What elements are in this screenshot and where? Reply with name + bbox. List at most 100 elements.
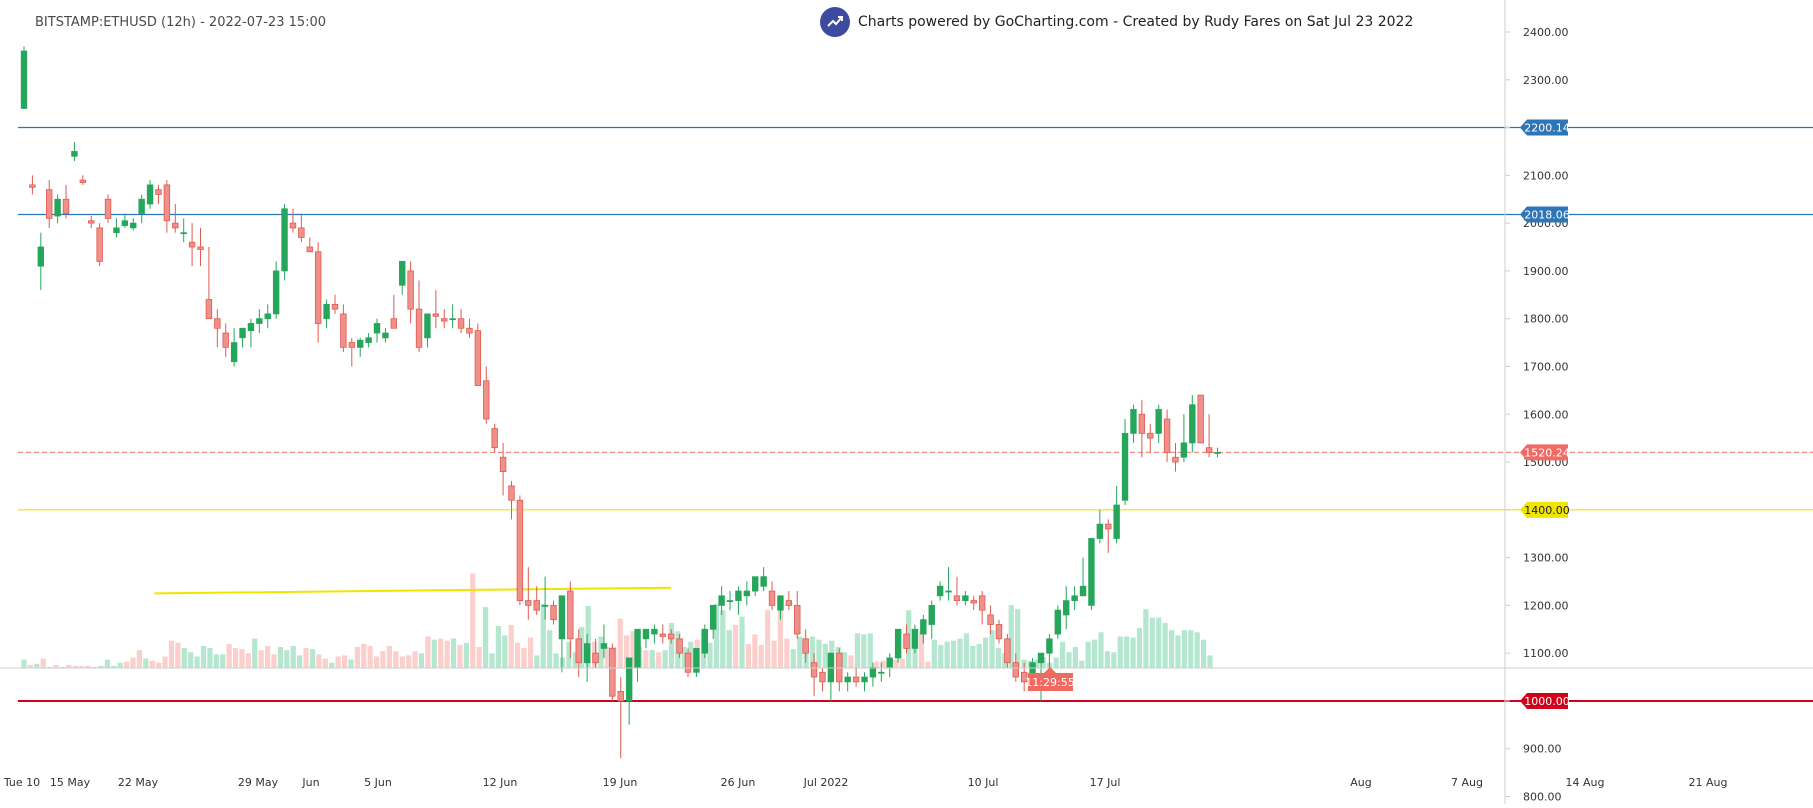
candle (314, 251, 322, 324)
volume-bar (970, 645, 976, 668)
volume-bar (303, 648, 309, 668)
credit-text: Charts powered by GoCharting.com - Creat… (858, 14, 1414, 30)
volume-bar (1149, 617, 1155, 668)
volume-bar (123, 661, 130, 668)
candle (298, 227, 305, 238)
price-label: 1000.00 (1524, 695, 1570, 708)
volume-bar (220, 654, 226, 668)
candle (373, 323, 381, 334)
volume-bar (1079, 660, 1085, 668)
price-label-tag (1520, 119, 1568, 136)
candle (768, 590, 776, 606)
volume-bar (476, 647, 482, 668)
candle (172, 222, 179, 229)
candle (726, 600, 734, 602)
volume-bar (1200, 639, 1207, 668)
candle (130, 222, 137, 229)
x-tick-label: 26 Jun (721, 776, 756, 789)
volume-bar (540, 603, 546, 668)
volume-bar (758, 644, 764, 668)
volume-bar (713, 603, 719, 668)
candle (205, 299, 213, 320)
volume-bar (585, 606, 591, 668)
volume-bar (399, 656, 405, 668)
volume-bar (335, 656, 341, 668)
volume-bar (489, 653, 495, 668)
volume-bar (79, 665, 85, 668)
y-tick-label: 2100.00 (1523, 169, 1569, 182)
volume-bar (66, 664, 72, 668)
candle (651, 628, 658, 635)
volume-bar (1053, 657, 1059, 668)
volume-bar (297, 655, 303, 668)
volume-bar (790, 649, 796, 668)
x-tick-label: 17 Jul (1090, 776, 1121, 789)
volume-bar (162, 656, 168, 668)
volume-bar (1143, 609, 1149, 668)
candle (449, 318, 456, 321)
candle (886, 657, 893, 668)
y-tick-label: 1900.00 (1523, 265, 1569, 278)
volume-bar (34, 663, 40, 668)
x-tick-label: 10 Jul (968, 776, 999, 789)
candle (180, 232, 187, 235)
volume-bar (412, 651, 418, 668)
candle (1105, 523, 1112, 530)
x-tick-label: 12 Jun (483, 776, 518, 789)
volume-bar (925, 661, 931, 668)
candle (407, 270, 414, 310)
volume-bar (1072, 647, 1078, 668)
volume-bar (495, 626, 501, 668)
volume-bar (284, 650, 290, 668)
volume-bar (656, 652, 662, 668)
candle (289, 222, 297, 229)
candle (869, 667, 877, 678)
candle (684, 652, 692, 673)
candle (1113, 504, 1120, 539)
y-tick-label: 1800.00 (1523, 313, 1569, 326)
candle (37, 246, 45, 267)
candle (163, 184, 171, 222)
candle (399, 260, 406, 286)
volume-bar (457, 644, 463, 668)
volume-bar (976, 643, 982, 668)
volume-bar (175, 642, 181, 668)
candle (1046, 638, 1053, 654)
volume-bar (1162, 622, 1168, 668)
credit-banner[interactable]: Charts powered by GoCharting.com - Creat… (820, 7, 1413, 37)
volume-bar (1066, 652, 1072, 668)
candle (558, 595, 566, 640)
price-label-tag (1520, 692, 1568, 709)
candle (424, 313, 431, 339)
volume-bar (1188, 630, 1194, 668)
candle (743, 590, 751, 597)
candle (1172, 456, 1179, 463)
candle (29, 184, 36, 188)
volume-bar (745, 643, 752, 668)
candle (239, 327, 246, 339)
volume-bar (1168, 630, 1175, 668)
volume-bar (85, 665, 91, 668)
x-tick-label: 14 Aug (1566, 776, 1605, 789)
volume-bar (733, 624, 739, 668)
candle (701, 628, 709, 654)
volume-bar (534, 655, 540, 668)
trendline-group (154, 586, 672, 595)
candle (903, 633, 910, 649)
candle (659, 633, 666, 637)
candle (878, 671, 885, 674)
candle (785, 600, 793, 606)
volume-bar (418, 653, 425, 668)
candle (264, 313, 271, 320)
candle (625, 657, 633, 702)
volume-bar (239, 649, 245, 668)
volume-bar (649, 650, 655, 668)
volume-bar (98, 665, 104, 668)
candle (970, 600, 977, 604)
volume-bar (668, 622, 675, 668)
volume-bar (111, 665, 117, 668)
candle (390, 318, 398, 329)
